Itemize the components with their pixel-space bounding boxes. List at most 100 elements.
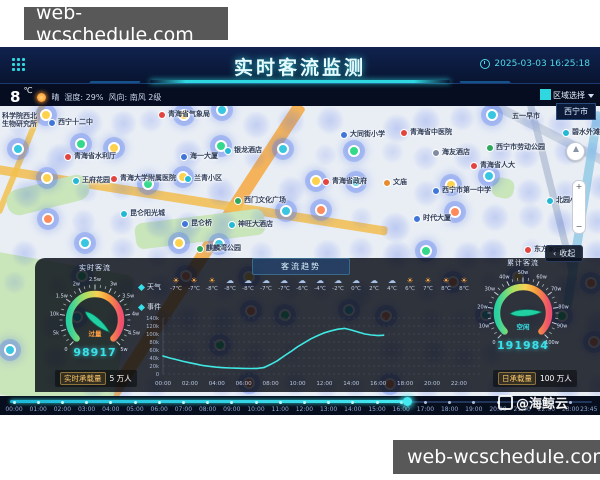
poi-icon: [432, 149, 440, 157]
weather-cell: ☀ -7℃: [167, 276, 185, 292]
gauge-tick-label: 2.5w: [89, 277, 101, 283]
y-tick-label: 80k: [149, 340, 159, 346]
timeline-dot: [399, 401, 403, 404]
heat-blob: [546, 208, 576, 239]
realtime-capacity: 实时承载量 5 万人: [55, 370, 137, 387]
weather-temp: -8℃: [242, 286, 254, 292]
timeline-label: 11:00: [271, 406, 289, 413]
poi-icon: [322, 178, 330, 186]
y-tick-label: 60k: [149, 348, 159, 354]
gauge-tick-label: 3.5w: [122, 294, 134, 300]
zoom-out-button[interactable]: −: [575, 222, 583, 231]
stats-panel: 实时客流 0 5k 10k 1.5w 2w 2.5w 3w 3.5w 4w 4.5w 5w 过量 98…: [35, 258, 600, 392]
weather-temp: -8℃: [206, 286, 218, 292]
gauge-tick-label: 10w: [479, 323, 489, 329]
region-value[interactable]: 西宁市: [556, 103, 596, 120]
weather-cell: ☁ -7℃: [275, 276, 293, 292]
weather-temp: -7℃: [170, 286, 182, 292]
weather-bar: 8 ℃ 晴 湿度: 29% 风向: 南风 2级: [10, 86, 161, 108]
collapse-button[interactable]: ‹ 收起: [545, 245, 584, 262]
gauge-tick: [491, 327, 495, 330]
timeline-dot: [85, 401, 89, 404]
daily-capacity-label: 日承载量: [498, 372, 536, 385]
gauge-tick: [551, 321, 557, 325]
heat-blob: [517, 203, 545, 230]
heat-marker: [142, 177, 155, 190]
weather-row-label: 天气: [137, 282, 161, 292]
apps-grid-icon[interactable]: [12, 58, 25, 71]
timeline[interactable]: 00:00 01:00 02:00 03:00 04:00 05:00 06:00 07:00…: [0, 396, 600, 415]
heat-marker: [448, 205, 461, 218]
legend-toggle-icon[interactable]: [540, 89, 551, 100]
timeline-handle[interactable]: [402, 397, 412, 406]
heat-blob: [587, 173, 600, 202]
weather-temp: 0℃: [351, 286, 361, 292]
park-area: [490, 175, 516, 201]
gauge-tick-label: 90w: [557, 323, 567, 329]
gauge-tick-label: 80w: [558, 304, 568, 310]
gauge-tick-label: 1.5w: [56, 294, 68, 300]
brand-text: @海鲸云: [516, 397, 569, 412]
heat-marker: [280, 204, 293, 217]
gauge-tick-label: 5w: [120, 347, 127, 353]
gauge-tick-label: 0: [64, 347, 67, 353]
weather-cell: ☁ -8℃: [221, 276, 239, 292]
timeline-dot: [423, 401, 427, 404]
compass-icon[interactable]: [566, 142, 585, 161]
region-selector[interactable]: 区域选择: [553, 90, 594, 101]
y-tick-label: 120k: [146, 324, 159, 330]
weather-cell: ☀ -8℃: [203, 276, 221, 292]
poi-icon: [432, 187, 440, 195]
map-zoom-control[interactable]: + −: [572, 180, 586, 234]
timeline-label: 12:00: [295, 406, 314, 413]
gauge-tick: [73, 291, 77, 294]
gauge-tick: [116, 341, 121, 346]
brand-logo-icon: [498, 395, 513, 410]
weather-cell: ☁ 2℃: [365, 276, 383, 292]
timeline-label: 06:00: [150, 406, 168, 413]
poi-icon: [120, 210, 128, 218]
timeline-dot: [278, 401, 282, 404]
event-row-label: 事件: [137, 302, 161, 312]
poi-icon: [546, 197, 554, 205]
map-poi-label: 大同街小学: [340, 130, 385, 139]
heat-blob: [242, 146, 267, 170]
zoom-in-button[interactable]: +: [575, 182, 583, 191]
gauge-status: 空闲: [517, 322, 531, 331]
map-poi-label: 青海大学附属医院: [110, 174, 176, 183]
timeline-dot: [569, 401, 573, 404]
heat-blob: [276, 107, 305, 136]
heat-blob: [71, 208, 96, 234]
timeline-dot: [181, 401, 185, 404]
timeline-label: 22:00: [537, 406, 556, 413]
weather-temp: -7℃: [278, 286, 290, 292]
weather-row-text: 天气: [147, 283, 161, 291]
x-tick-label: 06:00: [236, 381, 253, 387]
gauge-tick: [66, 338, 69, 342]
heat-marker: [483, 170, 496, 183]
gauge-tick: [63, 303, 67, 306]
gauge-tick-label: 5k: [53, 330, 59, 336]
chart-title: 客流趋势: [252, 258, 350, 275]
map-poi-label: 碧水外滩: [562, 128, 600, 137]
gauge-tick: [125, 313, 131, 316]
weather-wind: 风向: 南风 2级: [108, 92, 162, 102]
gauge-tick: [493, 291, 499, 296]
timeline-label: 16:00: [392, 406, 410, 413]
timeline-dot: [60, 401, 64, 404]
gauge-tick-label: 3w: [110, 281, 117, 287]
sun-icon: ☀: [172, 276, 180, 285]
timeline-label: 03:00: [77, 406, 96, 413]
timeline-dot: [36, 401, 40, 404]
map-poi-label: 北园小区: [546, 196, 584, 205]
map-poi-label: 银龙酒店: [224, 146, 262, 155]
weather-cell: ☀ -7℃: [185, 276, 203, 292]
gauge-tick: [119, 298, 125, 303]
gauge-tick: [532, 279, 535, 283]
weather-temp: -2℃: [332, 286, 344, 292]
gauge-svg: 0 5k 10k 1.5w 2w 2.5w 3w 3.5w 4w 4.5w 5w 过量: [50, 277, 140, 353]
gauge-tick: [489, 321, 495, 325]
gauge-tick: [108, 288, 112, 294]
weather-temp: -4℃: [314, 286, 326, 292]
gauge-tick: [69, 341, 74, 346]
